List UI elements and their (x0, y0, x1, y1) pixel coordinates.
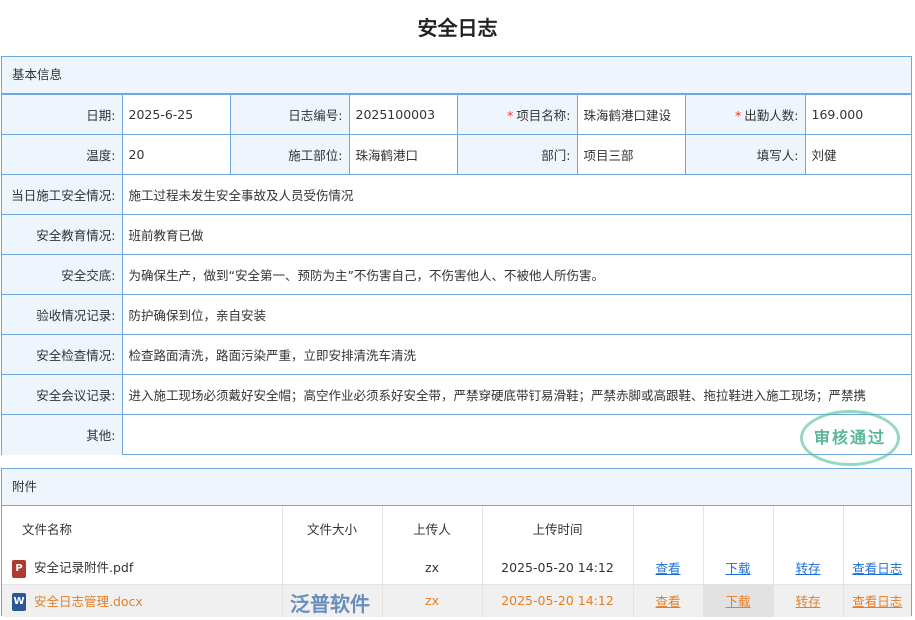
field-label: 当日施工安全情况: (2, 174, 123, 215)
info-row: 其他: (2, 414, 911, 455)
info-row: 当日施工安全情况: 施工过程未发生安全事故及人员受伤情况 (2, 174, 911, 215)
file-time: 2025-05-20 14:12 (482, 584, 634, 617)
col-header-name: 文件名称 (2, 506, 283, 551)
field-value: 施工过程未发生安全事故及人员受伤情况 (121, 174, 911, 215)
field-label: 温度: (2, 134, 123, 175)
file-uploader: zx (382, 584, 483, 617)
field-value: 防护确保到位，亲自安装 (121, 294, 911, 335)
field-value: 刘健 (804, 134, 911, 175)
field-label: 安全教育情况: (2, 214, 123, 255)
field-label: * 出勤人数: (684, 94, 806, 135)
file-row: W 安全日志管理.docx zx 2025-05-20 14:12 查看 下载 转存 查看日志 (2, 584, 911, 617)
field-label: 其他: (2, 414, 123, 455)
file-name[interactable]: 安全日志管理.docx (34, 593, 143, 609)
field-value: 项目三部 (576, 134, 686, 175)
info-row: 验收情况记录: 防护确保到位，亲自安装 (2, 294, 911, 335)
field-label: 安全检查情况: (2, 334, 123, 375)
field-value: 2025100003 (348, 94, 458, 135)
col-header-uploader: 上传人 (382, 506, 483, 551)
info-row: 安全检查情况: 检查路面清洗，路面污染严重，立即安排清洗车清洗 (2, 334, 911, 375)
field-label: 验收情况记录: (2, 294, 123, 335)
action-view-link[interactable]: 查看 (655, 560, 681, 576)
section-title: 附件 (2, 469, 911, 506)
file-time: 2025-05-20 14:12 (482, 551, 634, 585)
action-view-log-link[interactable]: 查看日志 (852, 560, 903, 576)
field-label: 日期: (2, 94, 123, 135)
field-value: 检查路面清洗，路面污染严重，立即安排清洗车清洗 (121, 334, 911, 375)
field-value: 班前教育已做 (121, 214, 911, 255)
col-header-time: 上传时间 (482, 506, 634, 551)
action-download-link[interactable]: 下载 (725, 594, 751, 610)
field-value: 20 (121, 134, 231, 175)
info-row: 安全教育情况: 班前教育已做 (2, 214, 911, 255)
info-row: 安全会议记录: 进入施工现场必须戴好安全帽；高空作业必须系好安全带，严禁穿硬底带钉… (2, 374, 911, 415)
field-label: * 项目名称: (456, 94, 578, 135)
field-value: 进入施工现场必须戴好安全帽；高空作业必须系好安全带，严禁穿硬底带钉易滑鞋；严禁赤… (121, 374, 911, 415)
field-value: 2025-6-25 (121, 94, 231, 135)
field-label: 填写人: (684, 134, 806, 175)
action-save-link[interactable]: 转存 (795, 560, 821, 576)
page-title: 安全日志 (417, 16, 498, 40)
field-label: 安全交底: (2, 254, 123, 295)
watermark-logo: 泛普软件 (290, 592, 370, 616)
action-save-link[interactable]: 转存 (795, 594, 821, 610)
field-value: 169.000 (804, 94, 911, 135)
required-icon: * (507, 108, 514, 123)
field-label: 部门: (456, 134, 578, 175)
file-size (282, 551, 383, 585)
info-row: 安全交底: 为确保生产，做到“安全第一、预防为主”不伤害自己，不伤害他人、不被他人… (2, 254, 911, 295)
field-label: 日志编号: (229, 94, 350, 135)
action-view-log-link[interactable]: 查看日志 (852, 594, 903, 610)
field-value: 珠海鹤港口 (348, 134, 458, 175)
file-row: P 安全记录附件.pdf zx 2025-05-20 14:12 查看 下载 转存 查看日志 (2, 551, 911, 585)
section-title: 基本信息 (2, 57, 911, 94)
action-download-link[interactable]: 下载 (725, 560, 751, 576)
file-uploader: zx (382, 551, 483, 585)
attachments-panel: 附件 文件名称 文件大小 上传人 上传时间 P 安全记录附件.pdf zx 2025-… (1, 468, 912, 617)
file-name[interactable]: 安全记录附件.pdf (34, 560, 134, 575)
field-value (121, 414, 911, 455)
required-icon: * (735, 108, 742, 123)
field-value: 珠海鹤港口建设 (576, 94, 686, 135)
col-header-size: 文件大小 (282, 506, 383, 551)
field-label: 安全会议记录: (2, 374, 123, 415)
pdf-icon: P (12, 559, 26, 578)
action-view-link[interactable]: 查看 (655, 594, 681, 610)
basic-info-panel: 基本信息 日期: 2025-6-25 日志编号: 2025100003 * 项目名称: 珠海… (1, 56, 912, 455)
file-size (282, 584, 383, 617)
word-icon: W (12, 593, 26, 611)
field-label: 施工部位: (229, 134, 350, 175)
field-value: 为确保生产，做到“安全第一、预防为主”不伤害自己，不伤害他人、不被他人所伤害。 (121, 254, 911, 295)
